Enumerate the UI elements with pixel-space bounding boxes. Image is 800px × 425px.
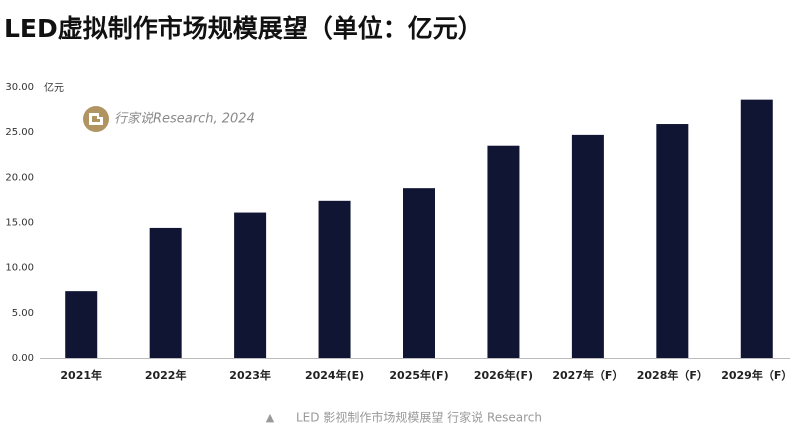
x-tick-label: 2026年(F): [474, 368, 533, 382]
y-unit: 亿元: [44, 81, 64, 94]
x-tick-label: 2028年（F）: [637, 368, 708, 382]
y-tick-label: 30.00: [5, 82, 34, 93]
caption-marker: ▲: [266, 411, 275, 424]
bar: [318, 200, 351, 358]
y-tick-label: 0.00: [12, 353, 34, 364]
y-tick-label: 5.00: [12, 308, 34, 319]
x-tick-label: 2023年: [229, 368, 271, 382]
bar: [65, 291, 98, 358]
x-tick-label: 2021年: [60, 368, 102, 382]
bar: [656, 124, 689, 358]
bar: [487, 145, 520, 358]
caption: LED 影视制作市场规模展望 行家说 Research: [296, 410, 542, 425]
bar: [740, 99, 773, 358]
x-tick-label: 2022年: [145, 368, 187, 382]
bar: [149, 227, 182, 358]
watermark-logo: [83, 106, 109, 132]
bar: [571, 134, 604, 358]
y-tick-label: 15.00: [5, 218, 34, 229]
x-tick-label: 2029年（F）: [721, 368, 792, 382]
y-tick-label: 20.00: [5, 172, 34, 183]
x-tick-label: 2027年（F）: [552, 368, 623, 382]
y-tick-label: 10.00: [5, 263, 34, 274]
bar: [403, 188, 435, 358]
x-tick-label: 2025年(F): [389, 368, 448, 382]
bar: [234, 212, 267, 358]
x-tick-label: 2024年(E): [305, 368, 364, 382]
chart-title: LED虚拟制作市场规模展望（单位：亿元）: [4, 14, 483, 43]
watermark: 行家说Research, 2024: [114, 111, 255, 127]
y-tick-label: 25.00: [5, 127, 34, 138]
